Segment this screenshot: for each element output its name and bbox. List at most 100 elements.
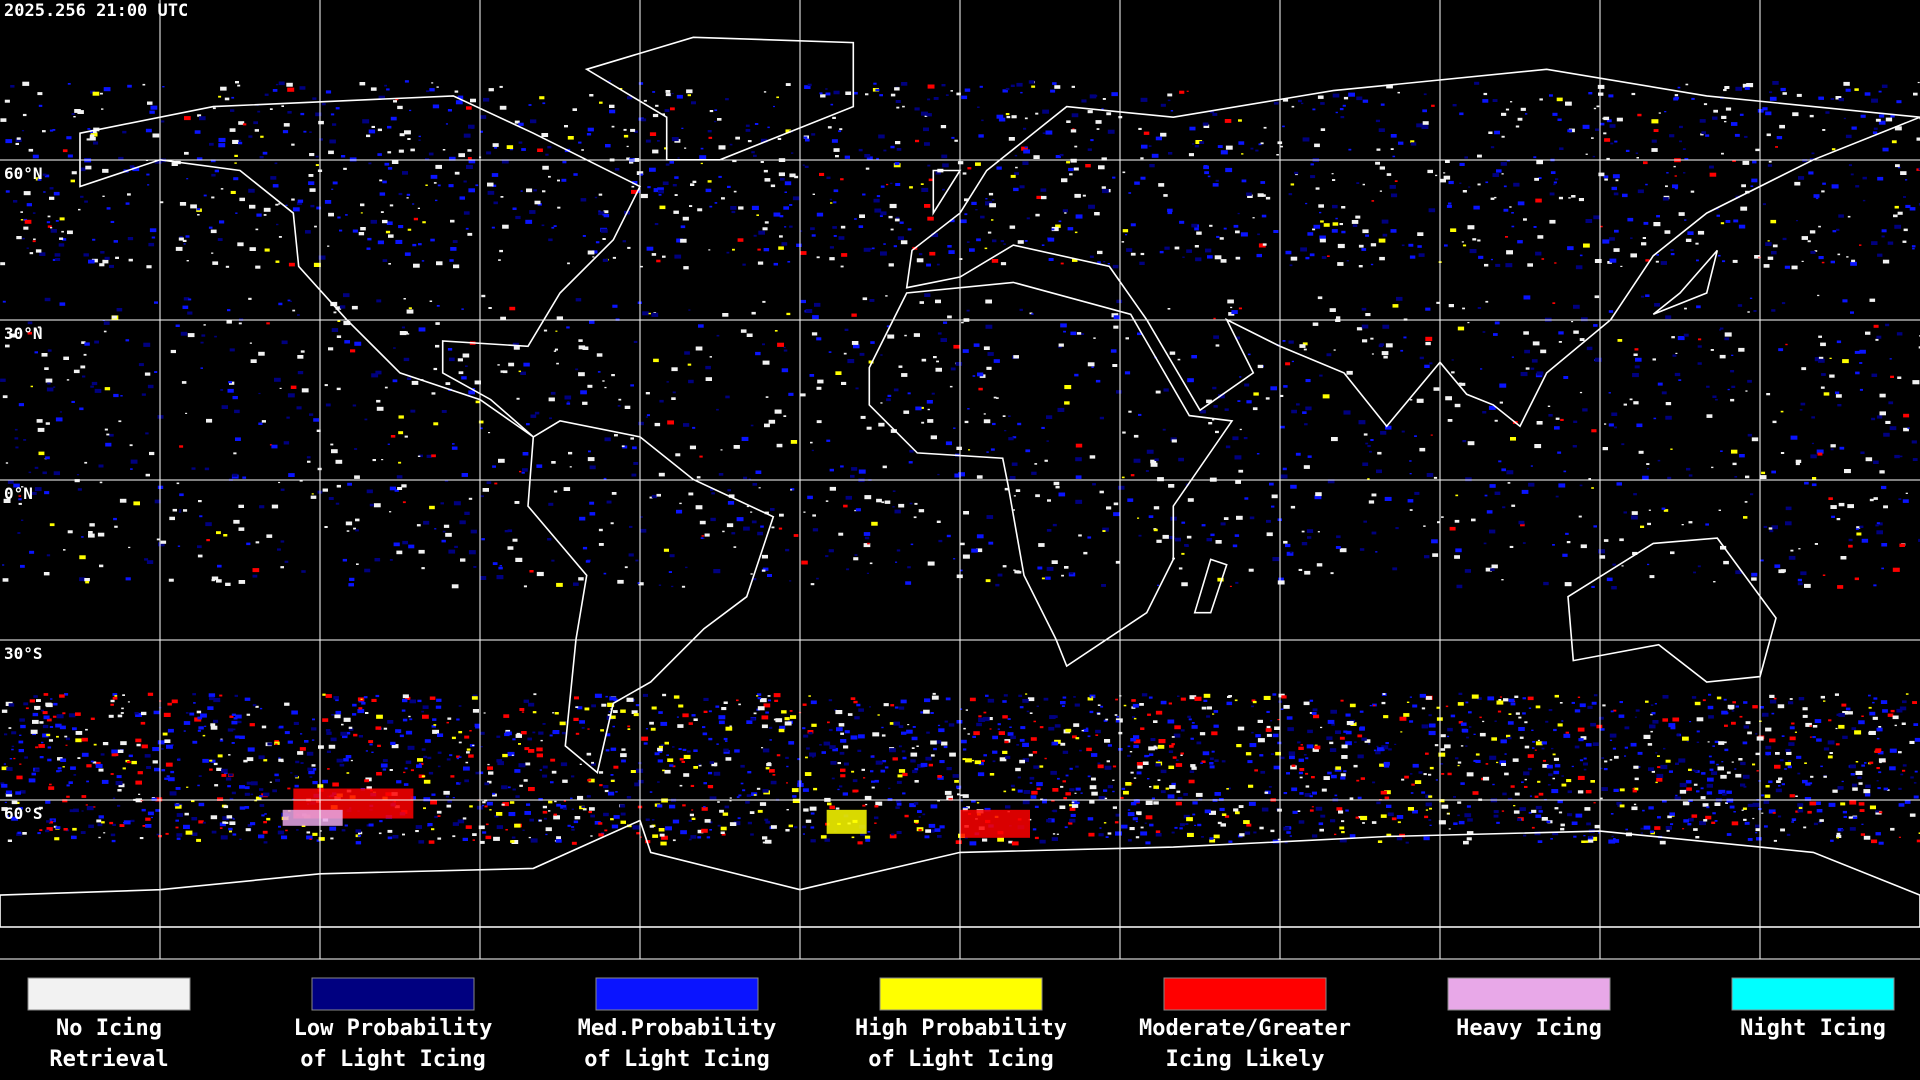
icing-pixel bbox=[312, 781, 318, 785]
icing-pixel bbox=[1514, 792, 1520, 796]
icing-pixel bbox=[894, 218, 900, 222]
icing-pixel bbox=[1185, 823, 1189, 825]
icing-pixel bbox=[1858, 802, 1865, 806]
icing-pixel bbox=[1520, 107, 1526, 111]
icing-pixel bbox=[978, 717, 986, 722]
icing-pixel bbox=[1609, 759, 1613, 761]
icing-pixel bbox=[916, 258, 924, 263]
icing-pixel bbox=[1277, 719, 1280, 721]
icing-pixel bbox=[1726, 833, 1732, 836]
icing-pixel bbox=[658, 745, 663, 749]
icing-pixel bbox=[489, 809, 492, 811]
icing-pixel bbox=[779, 215, 784, 218]
icing-pixel bbox=[387, 829, 393, 833]
icing-pixel bbox=[1640, 525, 1645, 528]
icing-pixel bbox=[959, 569, 963, 572]
icing-pixel bbox=[1595, 128, 1599, 131]
icing-pixel bbox=[861, 768, 865, 771]
icing-pixel bbox=[1040, 188, 1047, 192]
icing-pixel bbox=[146, 173, 150, 176]
icing-pixel bbox=[210, 159, 216, 163]
icing-pixel bbox=[1300, 247, 1307, 252]
icing-pixel bbox=[436, 810, 442, 814]
icing-pixel bbox=[448, 184, 454, 188]
icing-pixel bbox=[178, 237, 184, 241]
icing-pixel bbox=[1674, 796, 1681, 801]
icing-pixel bbox=[1705, 134, 1710, 137]
icing-pixel bbox=[538, 798, 543, 801]
icing-pixel bbox=[227, 728, 234, 732]
icing-pixel bbox=[1706, 414, 1713, 418]
icing-pixel bbox=[175, 246, 183, 251]
icing-pixel bbox=[264, 93, 269, 96]
icing-pixel bbox=[69, 809, 75, 813]
icing-pixel bbox=[346, 772, 350, 774]
icing-pixel bbox=[1291, 764, 1296, 767]
icing-pixel bbox=[542, 765, 548, 769]
icing-pixel bbox=[1320, 128, 1326, 131]
icing-pixel bbox=[897, 236, 904, 240]
icing-pixel bbox=[244, 786, 250, 790]
icing-pixel bbox=[921, 187, 929, 192]
icing-pixel bbox=[738, 206, 744, 210]
icing-pixel bbox=[421, 260, 425, 262]
icing-pixel bbox=[284, 702, 290, 706]
icing-pixel bbox=[736, 699, 739, 702]
icing-pixel bbox=[231, 791, 236, 795]
icing-pixel bbox=[221, 773, 227, 777]
icing-pixel bbox=[958, 472, 965, 477]
icing-pixel bbox=[373, 503, 381, 508]
icing-pixel bbox=[1513, 182, 1520, 187]
icing-pixel bbox=[1842, 735, 1848, 739]
icing-pixel bbox=[337, 216, 341, 219]
icing-pixel bbox=[1842, 810, 1847, 814]
icing-pixel bbox=[833, 235, 837, 237]
icing-pixel bbox=[7, 839, 12, 842]
icing-pixel bbox=[90, 385, 94, 388]
icing-pixel bbox=[396, 550, 403, 555]
icing-pixel bbox=[198, 820, 204, 824]
icing-pixel bbox=[1523, 218, 1527, 221]
icing-pixel bbox=[865, 838, 871, 842]
icing-pixel bbox=[1478, 255, 1484, 259]
icing-pixel bbox=[709, 110, 714, 113]
icing-pixel bbox=[432, 718, 437, 721]
icing-pixel bbox=[1003, 243, 1006, 245]
icing-pixel bbox=[570, 797, 573, 800]
icing-pixel bbox=[183, 243, 186, 245]
icing-pixel bbox=[740, 764, 745, 768]
icing-pixel bbox=[1798, 548, 1801, 550]
icing-pixel bbox=[1645, 294, 1650, 297]
icing-pixel bbox=[996, 114, 1004, 119]
icing-pixel bbox=[278, 758, 284, 762]
icing-pixel bbox=[1804, 797, 1812, 801]
icing-pixel bbox=[1201, 706, 1207, 710]
icing-pixel bbox=[309, 188, 316, 192]
icing-pixel bbox=[1008, 137, 1015, 141]
icing-pixel bbox=[589, 94, 594, 97]
icing-pixel bbox=[345, 755, 352, 759]
icing-pixel bbox=[1052, 523, 1057, 527]
icing-pixel bbox=[451, 446, 458, 450]
icing-pixel bbox=[1421, 724, 1429, 729]
icing-pixel bbox=[378, 832, 382, 835]
icing-pixel bbox=[542, 190, 546, 193]
icing-pixel bbox=[1688, 768, 1692, 771]
icing-pixel bbox=[1657, 382, 1663, 386]
icing-pixel bbox=[1289, 755, 1295, 760]
icing-pixel bbox=[758, 487, 761, 489]
icing-pixel bbox=[1903, 228, 1908, 232]
icing-pixel bbox=[56, 735, 59, 738]
icing-pixel bbox=[761, 724, 768, 729]
icing-pixel bbox=[327, 768, 330, 770]
icing-pixel bbox=[1632, 789, 1637, 793]
icing-pixel bbox=[972, 375, 976, 377]
icing-pixel bbox=[1558, 483, 1566, 488]
icing-pixel bbox=[53, 191, 60, 196]
icing-pixel bbox=[1579, 254, 1583, 257]
icing-pixel bbox=[1340, 116, 1345, 119]
icing-pixel bbox=[829, 486, 836, 491]
icing-pixel bbox=[1848, 816, 1853, 819]
icing-pixel bbox=[714, 109, 718, 111]
icing-pixel bbox=[682, 713, 689, 718]
